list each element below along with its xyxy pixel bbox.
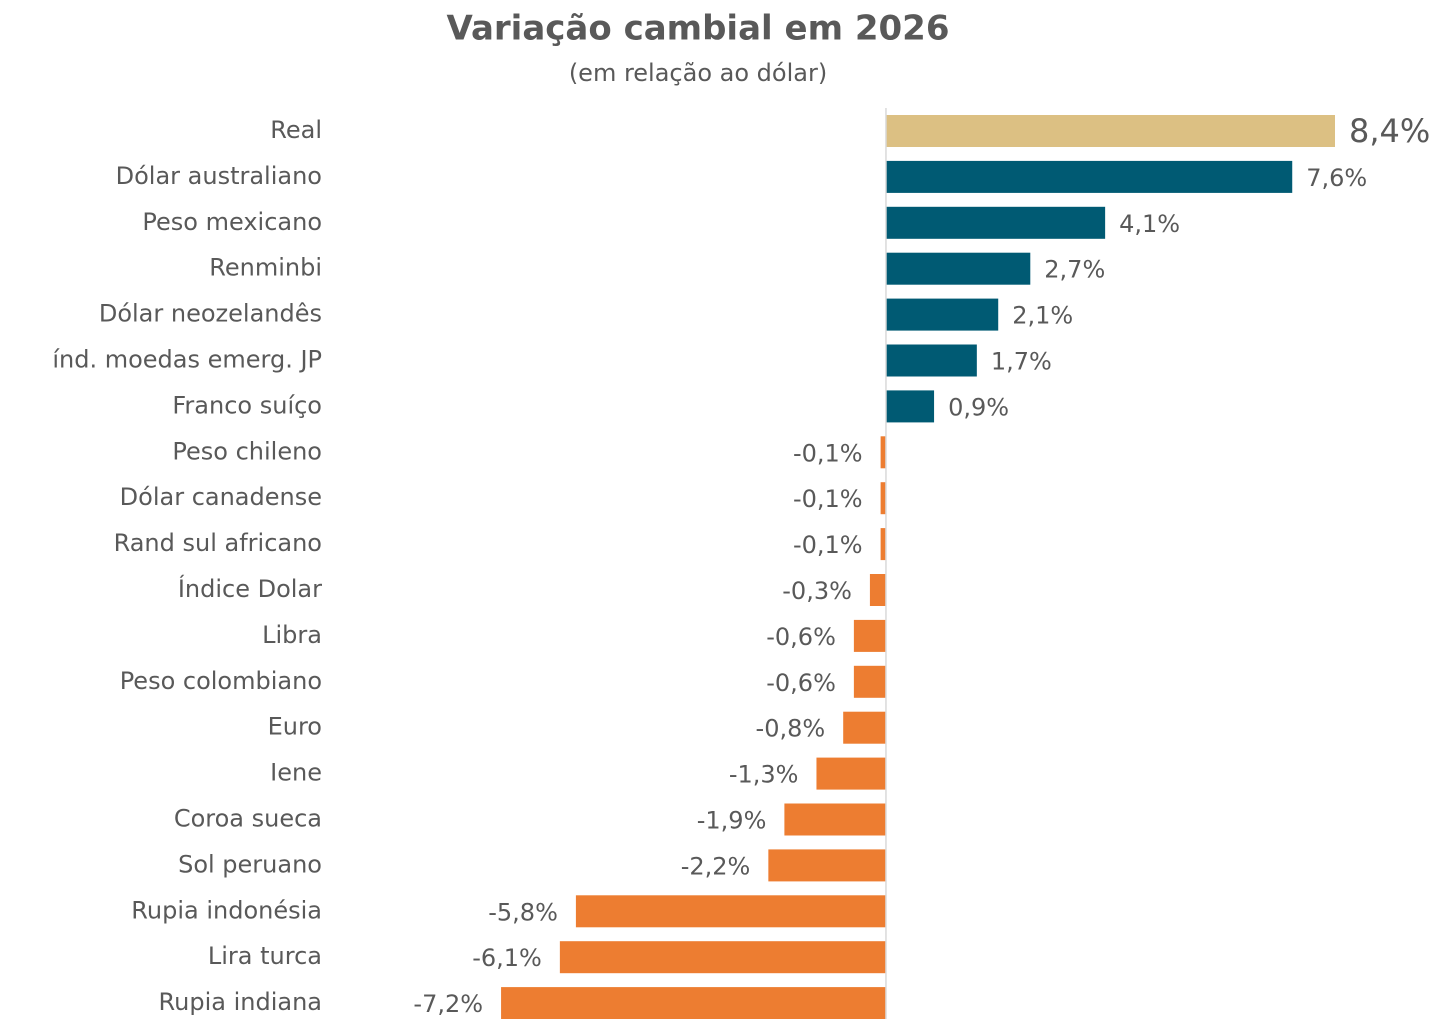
value-label: -0,1% (793, 531, 863, 559)
bar (885, 160, 1293, 193)
value-label: 2,7% (1044, 256, 1105, 284)
category-label: Peso colombiano (120, 667, 322, 695)
value-label: -5,8% (488, 898, 558, 926)
value-label: -0,1% (793, 439, 863, 467)
category-label: índ. moedas emerg. JP (52, 346, 322, 374)
category-label: Peso mexicano (142, 208, 322, 236)
bar (816, 757, 886, 790)
bar (885, 252, 1031, 285)
bar (853, 665, 886, 698)
category-label: Dólar neozelandês (99, 300, 322, 328)
category-label: Rand sul africano (114, 529, 322, 557)
chart-subtitle: (em relação ao dólar) (569, 59, 827, 87)
bar (575, 895, 886, 928)
bar (885, 298, 999, 331)
category-label: Libra (262, 621, 322, 649)
category-label: Coroa sueca (174, 805, 322, 833)
value-label: -0,3% (782, 577, 852, 605)
value-label: -0,6% (766, 669, 836, 697)
category-label: Euro (268, 713, 322, 741)
value-label: -7,2% (413, 990, 483, 1018)
value-label: 4,1% (1119, 210, 1180, 238)
value-label: -0,8% (756, 715, 826, 743)
value-label: 1,7% (991, 348, 1052, 376)
bar (880, 436, 886, 469)
value-label: 8,4% (1349, 112, 1430, 150)
category-label: Índice Dolar (178, 574, 322, 603)
bar (784, 803, 886, 836)
chart-title: Variação cambial em 2026 (447, 9, 950, 49)
bar (880, 528, 886, 561)
bar (768, 849, 886, 882)
value-label: -2,2% (681, 852, 751, 880)
category-label: Rupia indiana (159, 988, 322, 1016)
category-label: Dólar canadense (120, 483, 322, 511)
bar (853, 619, 886, 652)
value-label: -6,1% (472, 944, 542, 972)
category-label: Sol peruano (178, 850, 322, 878)
value-label: -0,1% (793, 485, 863, 513)
category-label: Renminbi (209, 254, 322, 282)
bar (885, 115, 1335, 147)
bar (880, 482, 886, 515)
value-label: -1,3% (729, 761, 799, 789)
category-label: Dólar australiano (116, 162, 322, 190)
value-label: -0,6% (766, 623, 836, 651)
bar (843, 711, 886, 744)
category-label: Iene (270, 759, 322, 787)
category-label: Real (270, 116, 322, 144)
value-label: -1,9% (697, 807, 767, 835)
value-label: 7,6% (1306, 164, 1367, 192)
bar (885, 390, 935, 423)
bar (885, 206, 1106, 239)
bar (501, 987, 886, 1020)
category-label: Peso chileno (172, 437, 322, 465)
bar (869, 574, 886, 606)
value-label: 0,9% (948, 393, 1009, 421)
category-label: Franco suíço (172, 391, 322, 419)
value-label: 2,1% (1012, 302, 1073, 330)
bar (559, 941, 886, 974)
category-label: Rupia indonésia (131, 896, 322, 924)
bar (885, 344, 977, 377)
category-label: Lira turca (208, 942, 322, 970)
